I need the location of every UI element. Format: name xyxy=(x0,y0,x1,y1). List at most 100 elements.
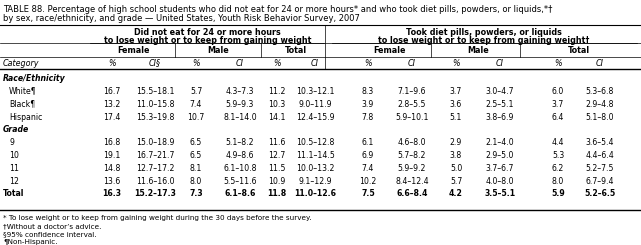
Text: Black¶: Black¶ xyxy=(9,99,35,109)
Text: to lose weight or to keep from gaining weight: to lose weight or to keep from gaining w… xyxy=(104,36,311,45)
Text: 11.0–12.6: 11.0–12.6 xyxy=(294,188,336,197)
Text: 14.1: 14.1 xyxy=(268,112,286,122)
Text: 4.3–7.3: 4.3–7.3 xyxy=(226,86,254,96)
Text: 15.5–18.1: 15.5–18.1 xyxy=(136,86,174,96)
Text: 3.7–6.7: 3.7–6.7 xyxy=(486,163,514,172)
Text: 7.8: 7.8 xyxy=(362,112,374,122)
Text: 4.0–8.0: 4.0–8.0 xyxy=(486,176,514,185)
Text: 8.1: 8.1 xyxy=(190,163,202,172)
Text: 8.0: 8.0 xyxy=(552,176,564,185)
Text: 5.2–6.5: 5.2–6.5 xyxy=(585,188,615,197)
Text: 16.3: 16.3 xyxy=(103,188,122,197)
Text: 16.7–21.7: 16.7–21.7 xyxy=(136,150,174,159)
Text: Total: Total xyxy=(568,46,590,54)
Text: 15.0–18.9: 15.0–18.9 xyxy=(136,137,174,147)
Text: 11: 11 xyxy=(9,163,19,172)
Text: 12: 12 xyxy=(9,176,19,185)
Text: 10.7: 10.7 xyxy=(187,112,204,122)
Text: 5.1: 5.1 xyxy=(450,112,462,122)
Text: 5.7: 5.7 xyxy=(450,176,462,185)
Text: 5.1–8.2: 5.1–8.2 xyxy=(226,137,254,147)
Text: CI: CI xyxy=(496,59,504,68)
Text: 5.0: 5.0 xyxy=(450,163,462,172)
Text: 6.1: 6.1 xyxy=(362,137,374,147)
Text: %: % xyxy=(273,59,281,68)
Text: 6.5: 6.5 xyxy=(190,150,202,159)
Text: 11.6: 11.6 xyxy=(269,137,286,147)
Text: 15.3–19.8: 15.3–19.8 xyxy=(136,112,174,122)
Text: 5.7–8.2: 5.7–8.2 xyxy=(398,150,426,159)
Text: 6.5: 6.5 xyxy=(190,137,202,147)
Text: by sex, race/ethnicity, and grade — United States, Youth Risk Behavior Survey, 2: by sex, race/ethnicity, and grade — Unit… xyxy=(3,14,360,23)
Text: Did not eat for 24 or more hours: Did not eat for 24 or more hours xyxy=(134,28,281,37)
Text: 16.7: 16.7 xyxy=(103,86,121,96)
Text: 6.2: 6.2 xyxy=(552,163,564,172)
Text: Took diet pills, powders, or liquids: Took diet pills, powders, or liquids xyxy=(406,28,562,37)
Text: 7.1–9.6: 7.1–9.6 xyxy=(398,86,426,96)
Text: TABLE 88. Percentage of high school students who did not eat for 24 or more hour: TABLE 88. Percentage of high school stud… xyxy=(3,5,553,14)
Text: 2.9–5.0: 2.9–5.0 xyxy=(486,150,514,159)
Text: 7.5: 7.5 xyxy=(361,188,375,197)
Text: 7.4: 7.4 xyxy=(362,163,374,172)
Text: 5.2–7.5: 5.2–7.5 xyxy=(586,163,614,172)
Text: 3.6: 3.6 xyxy=(450,99,462,109)
Text: 6.6–8.4: 6.6–8.4 xyxy=(396,188,428,197)
Text: 13.6: 13.6 xyxy=(103,176,121,185)
Text: 3.8–6.9: 3.8–6.9 xyxy=(486,112,514,122)
Text: 4.6–8.0: 4.6–8.0 xyxy=(398,137,426,147)
Text: 16.8: 16.8 xyxy=(103,137,121,147)
Text: 8.3: 8.3 xyxy=(362,86,374,96)
Text: 15.2–17.3: 15.2–17.3 xyxy=(134,188,176,197)
Text: 4.2: 4.2 xyxy=(449,188,463,197)
Text: §95% confidence interval.: §95% confidence interval. xyxy=(3,231,97,237)
Text: Total: Total xyxy=(285,46,307,54)
Text: 10: 10 xyxy=(9,150,19,159)
Text: Grade: Grade xyxy=(3,124,29,134)
Text: 11.2: 11.2 xyxy=(269,86,286,96)
Text: CI: CI xyxy=(408,59,416,68)
Text: 5.9–9.2: 5.9–9.2 xyxy=(398,163,426,172)
Text: CI: CI xyxy=(596,59,604,68)
Text: 17.4: 17.4 xyxy=(103,112,121,122)
Text: 3.8: 3.8 xyxy=(450,150,462,159)
Text: 3.0–4.7: 3.0–4.7 xyxy=(486,86,514,96)
Text: 8.1–14.0: 8.1–14.0 xyxy=(223,112,257,122)
Text: Female: Female xyxy=(117,46,149,54)
Text: ¶Non-Hispanic.: ¶Non-Hispanic. xyxy=(3,239,58,245)
Text: 10.0–13.2: 10.0–13.2 xyxy=(296,163,334,172)
Text: 2.9–4.8: 2.9–4.8 xyxy=(586,99,614,109)
Text: CI: CI xyxy=(236,59,244,68)
Text: %: % xyxy=(192,59,200,68)
Text: Male: Male xyxy=(467,46,489,54)
Text: 4.9–8.6: 4.9–8.6 xyxy=(226,150,254,159)
Text: 5.5–11.6: 5.5–11.6 xyxy=(223,176,257,185)
Text: 12.7: 12.7 xyxy=(269,150,286,159)
Text: 6.0: 6.0 xyxy=(552,86,564,96)
Text: 9: 9 xyxy=(9,137,14,147)
Text: to lose weight or to keep from gaining weight†: to lose weight or to keep from gaining w… xyxy=(378,36,590,45)
Text: 3.9: 3.9 xyxy=(362,99,374,109)
Text: 10.5–12.8: 10.5–12.8 xyxy=(296,137,334,147)
Text: %: % xyxy=(364,59,372,68)
Text: 11.8: 11.8 xyxy=(267,188,287,197)
Text: 5.3: 5.3 xyxy=(552,150,564,159)
Text: Total: Total xyxy=(3,188,24,197)
Text: 10.2: 10.2 xyxy=(360,176,377,185)
Text: Female: Female xyxy=(374,46,406,54)
Text: 11.1–14.5: 11.1–14.5 xyxy=(296,150,335,159)
Text: 5.1–8.0: 5.1–8.0 xyxy=(586,112,614,122)
Text: %: % xyxy=(554,59,562,68)
Text: 3.7: 3.7 xyxy=(450,86,462,96)
Text: * To lose weight or to keep from gaining weight during the 30 days before the su: * To lose weight or to keep from gaining… xyxy=(3,215,312,221)
Text: 13.2: 13.2 xyxy=(103,99,121,109)
Text: 2.8–5.5: 2.8–5.5 xyxy=(398,99,426,109)
Text: 5.3–6.8: 5.3–6.8 xyxy=(586,86,614,96)
Text: 5.9–10.1: 5.9–10.1 xyxy=(395,112,429,122)
Text: 3.6–5.4: 3.6–5.4 xyxy=(586,137,614,147)
Text: 2.5–5.1: 2.5–5.1 xyxy=(486,99,514,109)
Text: 14.8: 14.8 xyxy=(103,163,121,172)
Text: 4.4: 4.4 xyxy=(552,137,564,147)
Text: 10.3–12.1: 10.3–12.1 xyxy=(296,86,334,96)
Text: 12.4–15.9: 12.4–15.9 xyxy=(296,112,334,122)
Text: 19.1: 19.1 xyxy=(103,150,121,159)
